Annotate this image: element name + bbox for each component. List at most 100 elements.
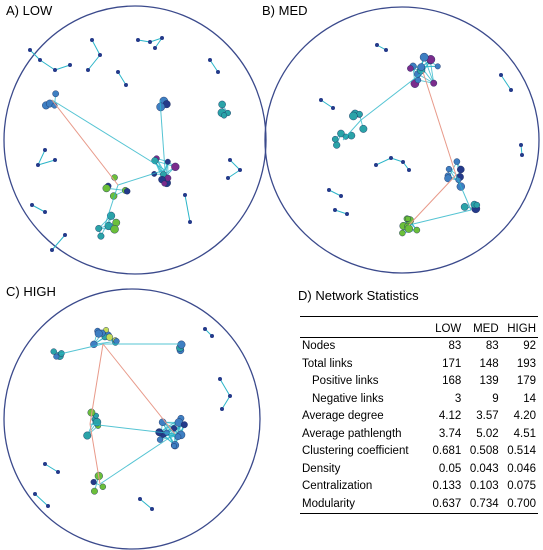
table-row: Average degree 4.12 3.57 4.20 <box>300 408 538 426</box>
network-node <box>102 184 111 193</box>
network-node <box>457 165 465 174</box>
table-cell-low: 83 <box>448 340 462 352</box>
table-cell-metric: Nodes <box>302 340 336 352</box>
network-node <box>43 462 47 466</box>
positive-link <box>154 37 163 49</box>
network-node <box>419 52 429 62</box>
table-cell-metric: Total links <box>302 357 353 370</box>
network-node <box>331 106 335 110</box>
network-node <box>110 225 119 234</box>
positive-link <box>408 209 472 226</box>
network-node <box>95 225 103 232</box>
panel-a-label: A) LOW <box>6 3 53 18</box>
network-node <box>499 73 503 77</box>
table-cell-med: 148 <box>479 357 499 370</box>
header-med: MED <box>473 323 499 335</box>
network-node <box>50 348 57 355</box>
network-node <box>188 220 192 224</box>
network-node <box>220 112 228 119</box>
positive-link <box>51 234 66 251</box>
positive-link <box>184 194 191 223</box>
table-cell-med: 9 <box>492 392 499 405</box>
network-node <box>238 168 242 172</box>
negative-link <box>102 343 176 435</box>
positive-link <box>390 157 404 163</box>
table-cell-med: 5.02 <box>476 427 499 440</box>
table-cell-high: 14 <box>523 392 536 405</box>
network-node <box>53 158 57 162</box>
network-node <box>180 421 188 429</box>
network-node <box>150 507 154 511</box>
positive-link <box>37 159 56 166</box>
network-node <box>375 43 379 47</box>
network-node <box>327 188 331 192</box>
positive-link <box>31 204 46 213</box>
table-row: Positive links 168 139 179 <box>300 373 538 391</box>
positive-link <box>500 74 512 91</box>
table-cell-metric: Negative links <box>312 392 384 405</box>
table-cell-high: 0.514 <box>507 445 536 457</box>
network-node <box>53 68 57 72</box>
table-cell-low: 168 <box>442 375 462 387</box>
table-cell-high: 4.51 <box>513 427 536 440</box>
network-node <box>99 483 107 490</box>
positive-link <box>221 395 231 410</box>
network-node <box>208 58 212 62</box>
network-boundary-circle <box>3 288 261 550</box>
positive-link <box>44 463 59 473</box>
network-node <box>434 63 441 70</box>
network-node <box>445 165 453 173</box>
positive-link <box>89 423 176 435</box>
table-header-row: LOW MED HIGH <box>300 316 538 338</box>
network-node <box>43 148 47 152</box>
network-node <box>399 229 406 237</box>
positive-link <box>149 37 163 43</box>
panel-c-label: C) HIGH <box>6 284 56 299</box>
network-node <box>171 443 177 449</box>
network-node <box>401 160 405 164</box>
network-node <box>345 212 349 216</box>
positive-link <box>423 57 435 84</box>
table-row: Average pathlength 3.74 5.02 4.51 <box>300 426 538 444</box>
network-node <box>349 111 358 121</box>
positive-link <box>334 209 348 215</box>
positive-link <box>137 39 151 43</box>
network-node <box>389 156 393 160</box>
positive-link <box>429 60 435 84</box>
network-node <box>177 340 186 349</box>
network-node <box>52 90 60 98</box>
network-node <box>91 487 98 495</box>
network-node <box>417 63 426 71</box>
network-node <box>203 327 207 331</box>
table-cell-low: 0.681 <box>432 445 462 457</box>
table-cell-low: 0.637 <box>432 497 462 510</box>
table-cell-low: 3 <box>454 392 462 405</box>
table-row: Clustering coefficient 0.681 0.508 0.514 <box>300 443 538 461</box>
table-cell-metric: Density <box>302 462 341 475</box>
network-node <box>138 497 142 501</box>
network-node <box>359 124 368 133</box>
table-cell-high: 179 <box>516 375 536 387</box>
network-node <box>30 203 34 207</box>
network-node <box>136 38 140 42</box>
table-cell-med: 0.508 <box>469 445 499 457</box>
table-cell-high: 193 <box>516 357 536 370</box>
positive-link <box>342 119 362 141</box>
table-cell-high: 0.075 <box>507 480 536 492</box>
network-node <box>228 394 232 398</box>
positive-link <box>29 49 41 61</box>
table-cell-high: 4.20 <box>513 410 536 422</box>
network-node <box>509 88 513 92</box>
network-node <box>161 180 168 187</box>
network-node <box>333 208 337 212</box>
network-node <box>473 201 481 209</box>
network-node <box>226 176 230 180</box>
positive-link <box>219 378 231 397</box>
positive-link <box>360 71 424 121</box>
table-cell-high: 92 <box>523 340 536 352</box>
network-node <box>519 143 523 147</box>
network-node <box>164 158 171 165</box>
table-cell-high: 0.046 <box>507 462 536 475</box>
positive-link <box>104 184 119 226</box>
network-node <box>53 353 60 360</box>
